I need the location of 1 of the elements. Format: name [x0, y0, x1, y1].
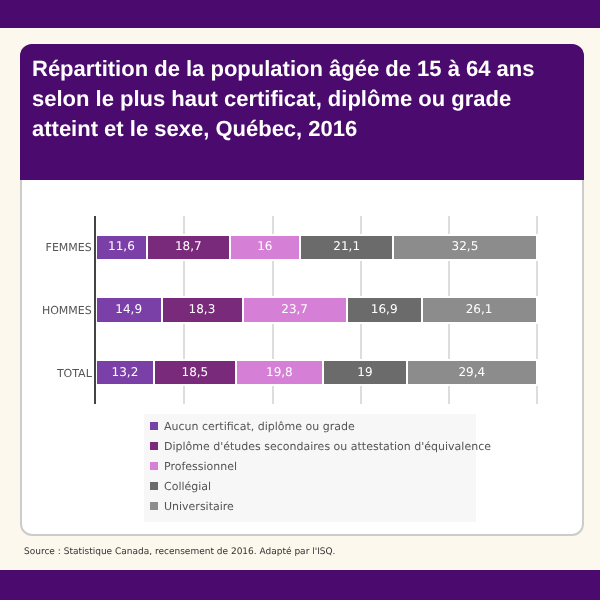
chart-title: Répartition de la population âgée de 15 à 64 ans selon le plus haut certificat, diplôme ou grade atteint et le sexe, Québec, 2016	[32, 56, 537, 146]
